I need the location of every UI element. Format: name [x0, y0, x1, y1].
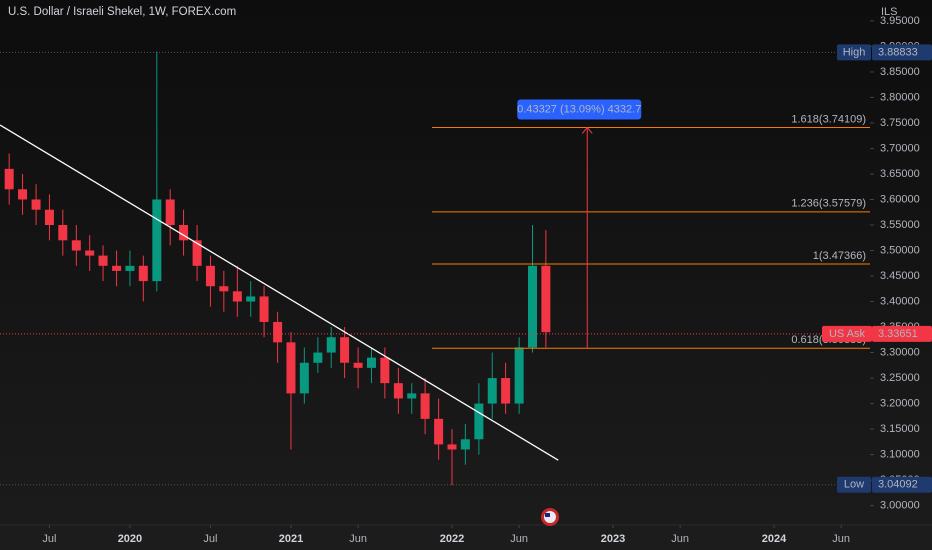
y-tick-label: 3.60000	[880, 193, 920, 205]
flag-icon	[541, 508, 559, 526]
candle-body	[313, 352, 323, 363]
measure-label: 0.43327 (13.09%) 4332.7	[517, 103, 641, 115]
plot: 3.000003.050003.100003.150003.200003.250…	[0, 15, 932, 545]
y-tick-label: 3.95000	[880, 15, 920, 27]
y-tick-label: 3.55000	[880, 219, 920, 231]
candle-body	[192, 240, 202, 266]
x-tick-label: 2021	[279, 533, 303, 545]
marker-value-box	[872, 325, 932, 342]
marker-name-box	[822, 325, 872, 342]
fib-label: 1.236(3.57579)	[791, 198, 866, 210]
x-tick-label: Jun	[349, 533, 367, 545]
candle-body	[434, 418, 444, 445]
marker-name: US Ask	[829, 328, 866, 340]
candle-body	[85, 250, 95, 256]
marker-value: 3.04092	[878, 479, 918, 491]
candle-body	[393, 383, 403, 399]
candle-body	[460, 439, 470, 450]
candle-body	[205, 265, 215, 287]
y-tick-label: 3.45000	[880, 270, 920, 282]
x-tick-label: Jun	[832, 533, 850, 545]
candle-body	[527, 265, 537, 348]
marker-value-box	[872, 44, 932, 61]
candle-body	[474, 403, 484, 440]
x-tick-label: Jul	[42, 533, 56, 545]
x-tick-label: Jul	[203, 533, 217, 545]
candle-body	[420, 393, 430, 419]
candle-body	[219, 286, 229, 292]
candle-body	[501, 378, 511, 404]
candle-body	[380, 357, 390, 384]
measure-box	[517, 99, 642, 120]
candle-body	[152, 199, 162, 282]
candle-body	[273, 321, 283, 343]
x-tick-label: 2024	[762, 533, 787, 545]
marker-value-box	[872, 476, 932, 493]
y-tick-label: 3.00000	[880, 500, 920, 512]
candle-body	[514, 347, 524, 404]
marker-name-box	[837, 44, 871, 61]
candle-body	[407, 393, 417, 399]
candle-body	[4, 168, 14, 190]
y-tick-label: 3.80000	[880, 91, 920, 103]
candle-body	[165, 199, 175, 225]
y-tick-label: 3.15000	[880, 423, 920, 435]
candle-body	[58, 225, 68, 241]
y-tick-label: 3.65000	[880, 168, 920, 180]
candle-body	[232, 291, 242, 302]
marker-name-box	[837, 476, 871, 493]
candle-body	[179, 225, 189, 241]
candle-body	[125, 265, 135, 271]
candle-body	[366, 357, 376, 368]
y-tick-label: 3.70000	[880, 142, 920, 154]
y-tick-label: 3.20000	[880, 397, 920, 409]
trendline	[0, 124, 559, 461]
fib-label: 1(3.47366)	[813, 250, 866, 262]
candle-body	[541, 265, 551, 333]
candle-body	[138, 265, 148, 282]
y-tick-label: 3.30000	[880, 346, 920, 358]
candle-body	[447, 444, 457, 450]
x-tick-label: 2022	[440, 533, 464, 545]
x-tick-label: Jun	[510, 533, 528, 545]
measure-arrowhead	[581, 126, 593, 134]
candle-body	[340, 337, 350, 363]
x-tick-label: Jun	[671, 533, 689, 545]
y-axis-label: ILS	[881, 6, 898, 18]
y-tick-label: 3.85000	[880, 66, 920, 78]
x-tick-label: 2023	[601, 533, 625, 545]
marker-name: High	[843, 46, 866, 58]
x-tick-label: 2020	[118, 533, 142, 545]
candle-body	[299, 362, 309, 394]
candle-body	[286, 342, 296, 394]
marker-value: 3.33651	[878, 328, 918, 340]
candle-body	[31, 199, 41, 210]
candle-body	[18, 189, 28, 200]
candle-body	[112, 265, 122, 271]
candle-body	[98, 255, 108, 266]
y-tick-label: 3.10000	[880, 448, 920, 460]
candle-body	[71, 240, 81, 251]
y-tick-label: 3.25000	[880, 372, 920, 384]
marker-value: 3.88833	[878, 46, 918, 58]
candle-body	[487, 378, 497, 404]
y-tick-label: 3.40000	[880, 295, 920, 307]
candle-body	[326, 337, 336, 353]
candle-body	[353, 362, 363, 368]
chart-title: U.S. Dollar / Israeli Shekel, 1W, FOREX.…	[8, 6, 236, 18]
candle-body	[259, 296, 269, 322]
y-tick-label: 3.50000	[880, 244, 920, 256]
marker-name: Low	[844, 479, 864, 491]
candle-body	[246, 296, 256, 302]
candle-body	[44, 209, 54, 225]
fib-label: 1.618(3.74109)	[791, 113, 866, 125]
y-tick-label: 3.75000	[880, 117, 920, 129]
